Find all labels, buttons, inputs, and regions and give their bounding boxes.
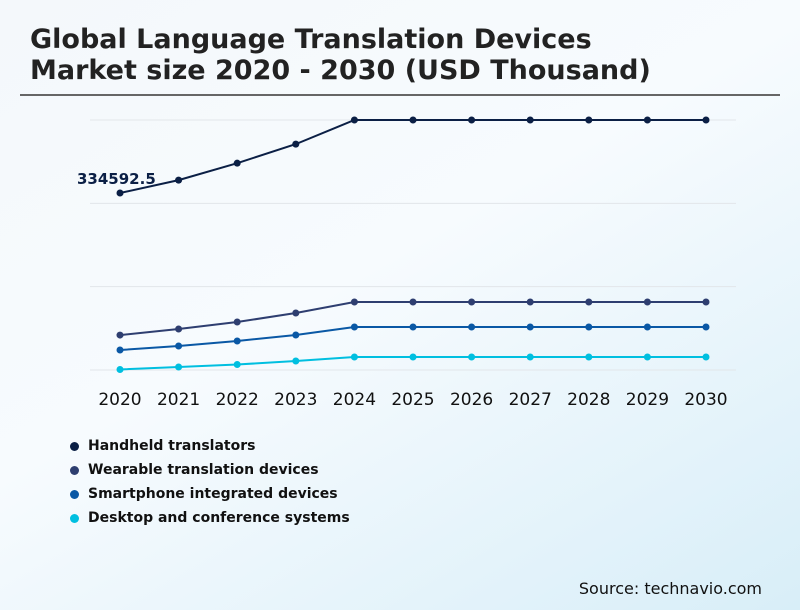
data-point bbox=[292, 309, 300, 317]
title-line-1: Global Language Translation Devices bbox=[30, 24, 592, 55]
chart-title: Global Language Translation Devices Mark… bbox=[30, 24, 651, 86]
legend-item[interactable]: Handheld translators bbox=[70, 434, 350, 458]
data-point bbox=[409, 353, 417, 361]
data-point bbox=[585, 116, 593, 124]
data-point bbox=[233, 360, 241, 368]
data-point bbox=[292, 140, 300, 148]
legend-item[interactable]: Smartphone integrated devices bbox=[70, 482, 350, 506]
x-tick-label: 2028 bbox=[567, 390, 610, 410]
x-tick-label: 2026 bbox=[450, 390, 493, 410]
x-tick-label: 2021 bbox=[157, 390, 200, 410]
data-point bbox=[643, 353, 651, 361]
legend-label: Wearable translation devices bbox=[88, 462, 319, 478]
data-point bbox=[292, 357, 300, 365]
legend-item[interactable]: Desktop and conference systems bbox=[70, 506, 350, 530]
data-point bbox=[116, 365, 124, 373]
data-point bbox=[233, 159, 241, 167]
data-point bbox=[409, 116, 417, 124]
data-point bbox=[233, 337, 241, 345]
data-point bbox=[702, 353, 710, 361]
data-point bbox=[526, 353, 534, 361]
data-point bbox=[585, 323, 593, 331]
x-tick-label: 2024 bbox=[333, 390, 376, 410]
legend-dot-icon bbox=[70, 441, 79, 451]
data-point bbox=[116, 346, 124, 354]
x-tick-label: 2020 bbox=[98, 390, 141, 410]
data-point bbox=[643, 298, 651, 306]
data-point bbox=[468, 323, 476, 331]
data-point bbox=[409, 323, 417, 331]
data-point bbox=[350, 323, 358, 331]
legend-dot-icon bbox=[70, 489, 79, 499]
data-label: 334592.5 bbox=[77, 170, 156, 188]
data-point bbox=[175, 325, 183, 333]
x-tick-label: 2029 bbox=[626, 390, 669, 410]
data-point bbox=[585, 298, 593, 306]
data-point bbox=[350, 353, 358, 361]
legend-dot-icon bbox=[70, 465, 79, 475]
data-point bbox=[409, 298, 417, 306]
series-line bbox=[119, 119, 706, 194]
data-point bbox=[175, 363, 183, 371]
data-point bbox=[350, 298, 358, 306]
data-point bbox=[643, 116, 651, 124]
data-point bbox=[233, 318, 241, 326]
x-tick-label: 2025 bbox=[391, 390, 434, 410]
data-point bbox=[643, 323, 651, 331]
line-chart: 2020 2021 2022 2023 2024 2025 2026 2027 2028 2029… bbox=[77, 116, 736, 410]
data-point bbox=[526, 116, 534, 124]
data-point bbox=[468, 116, 476, 124]
data-point bbox=[702, 116, 710, 124]
data-point bbox=[702, 298, 710, 306]
data-point bbox=[585, 353, 593, 361]
x-tick-label: 2027 bbox=[509, 390, 552, 410]
data-point bbox=[526, 323, 534, 331]
data-point bbox=[350, 116, 358, 124]
x-tick-label: 2022 bbox=[216, 390, 259, 410]
data-point bbox=[116, 331, 124, 339]
legend-label: Smartphone integrated devices bbox=[88, 486, 338, 502]
legend: Handheld translators Wearable translation… bbox=[70, 434, 350, 530]
data-point bbox=[292, 331, 300, 339]
data-point bbox=[468, 298, 476, 306]
data-point bbox=[175, 342, 183, 350]
data-point bbox=[526, 298, 534, 306]
title-line-2: Market size 2020 - 2030 (USD Thousand) bbox=[30, 55, 651, 86]
data-point bbox=[468, 353, 476, 361]
legend-dot-icon bbox=[70, 513, 79, 523]
x-tick-label: 2030 bbox=[684, 390, 727, 410]
legend-item[interactable]: Wearable translation devices bbox=[70, 458, 350, 482]
data-point bbox=[702, 323, 710, 331]
legend-label: Desktop and conference systems bbox=[88, 510, 350, 526]
source-text: Source: technavio.com bbox=[578, 579, 762, 598]
legend-label: Handheld translators bbox=[88, 438, 256, 454]
data-point bbox=[116, 189, 124, 197]
data-point bbox=[175, 176, 183, 184]
title-divider bbox=[20, 94, 780, 96]
x-tick-label: 2023 bbox=[274, 390, 317, 410]
